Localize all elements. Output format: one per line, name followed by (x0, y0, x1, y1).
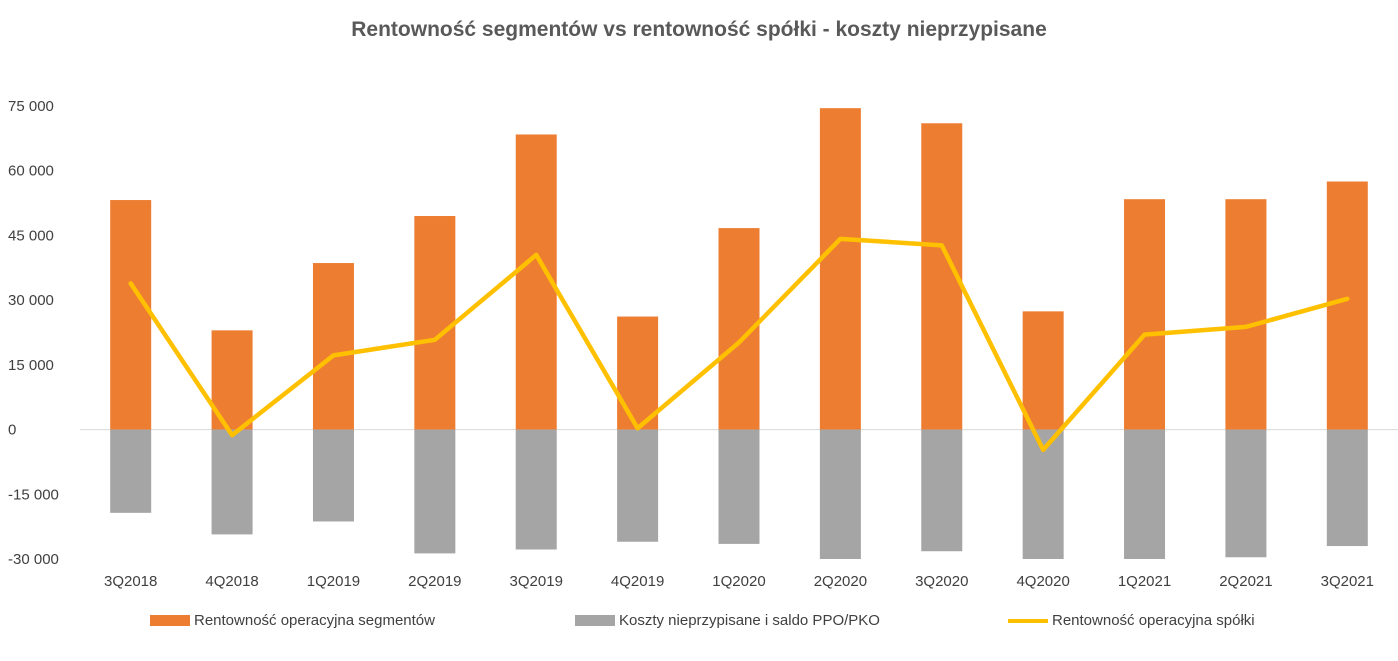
legend-swatch-gray (575, 615, 615, 626)
y-tick-label: 30 000 (8, 292, 54, 309)
x-tick-label: 2Q2019 (408, 573, 461, 590)
legend-label: Koszty nieprzypisane i saldo PPO/PKO (619, 612, 880, 629)
x-tick-label: 4Q2018 (205, 573, 258, 590)
bar-segment-profit (312, 263, 354, 430)
x-tick-label: 3Q2018 (104, 573, 157, 590)
bar-unassigned-costs (617, 429, 659, 542)
x-axis-ticks: 3Q2018 4Q2018 1Q2019 2Q2019 3Q2019 4Q2019 1Q20… (104, 573, 1374, 590)
y-tick-label: -15 000 (8, 486, 59, 503)
y-tick-label: 0 (8, 422, 16, 439)
legend-swatch-yellow-line (1008, 618, 1048, 623)
bar-unassigned-costs (414, 429, 456, 554)
bar-unassigned-costs (1326, 429, 1368, 547)
legend-label: Rentowność operacyjna spółki (1052, 612, 1255, 629)
bar-unassigned-costs (1124, 429, 1166, 559)
legend-item-segment-profit: Rentowność operacyjna segmentów (150, 612, 435, 629)
bar-unassigned-costs (718, 429, 760, 544)
y-tick-label: 15 000 (8, 357, 54, 374)
bar-segment-profit (1326, 181, 1368, 430)
bar-unassigned-costs (1225, 429, 1267, 558)
bar-unassigned-costs (819, 429, 861, 559)
legend-item-unassigned-costs: Koszty nieprzypisane i saldo PPO/PKO (575, 612, 880, 629)
y-tick-label: 45 000 (8, 227, 54, 244)
y-tick-label: 60 000 (8, 163, 54, 180)
x-tick-label: 3Q2020 (915, 573, 968, 590)
x-tick-label: 1Q2019 (307, 573, 360, 590)
x-tick-label: 2Q2020 (814, 573, 867, 590)
bar-segment-profit (414, 216, 456, 430)
bar-unassigned-costs (515, 429, 557, 550)
y-axis-ticks: 75 000 60 000 45 000 30 000 15 000 0 -15 000 -3… (8, 98, 59, 568)
bar-segment-profit (110, 200, 152, 430)
bar-unassigned-costs (312, 429, 354, 522)
bar-unassigned-costs (211, 429, 253, 535)
bar-segment-profit (1124, 199, 1166, 430)
y-tick-label: 75 000 (8, 98, 54, 115)
legend-item-company-profit: Rentowność operacyjna spółki (1008, 612, 1255, 629)
x-tick-label: 4Q2019 (611, 573, 664, 590)
legend-swatch-orange (150, 615, 190, 626)
y-tick-label: -30 000 (8, 551, 59, 568)
bar-segment-profit (1022, 311, 1064, 430)
line-company-profit (128, 236, 1350, 453)
bar-unassigned-costs (921, 429, 963, 552)
bar-unassigned-costs (110, 429, 152, 513)
bars (110, 108, 1368, 559)
bar-segment-profit (1225, 199, 1267, 430)
x-tick-label: 1Q2020 (712, 573, 765, 590)
chart-title: Rentowność segmentów vs rentowność spółk… (351, 18, 1047, 41)
x-tick-label: 2Q2021 (1219, 573, 1272, 590)
legend-label: Rentowność operacyjna segmentów (194, 612, 435, 629)
x-tick-label: 4Q2020 (1016, 573, 1069, 590)
x-tick-label: 1Q2021 (1118, 573, 1171, 590)
bar-segment-profit (819, 108, 861, 430)
x-tick-label: 3Q2019 (510, 573, 563, 590)
legend: Rentowność operacyjna segmentów Koszty n… (0, 612, 1398, 636)
x-tick-label: 3Q2021 (1321, 573, 1374, 590)
line-series (128, 236, 1350, 453)
bar-segment-profit (617, 316, 659, 430)
